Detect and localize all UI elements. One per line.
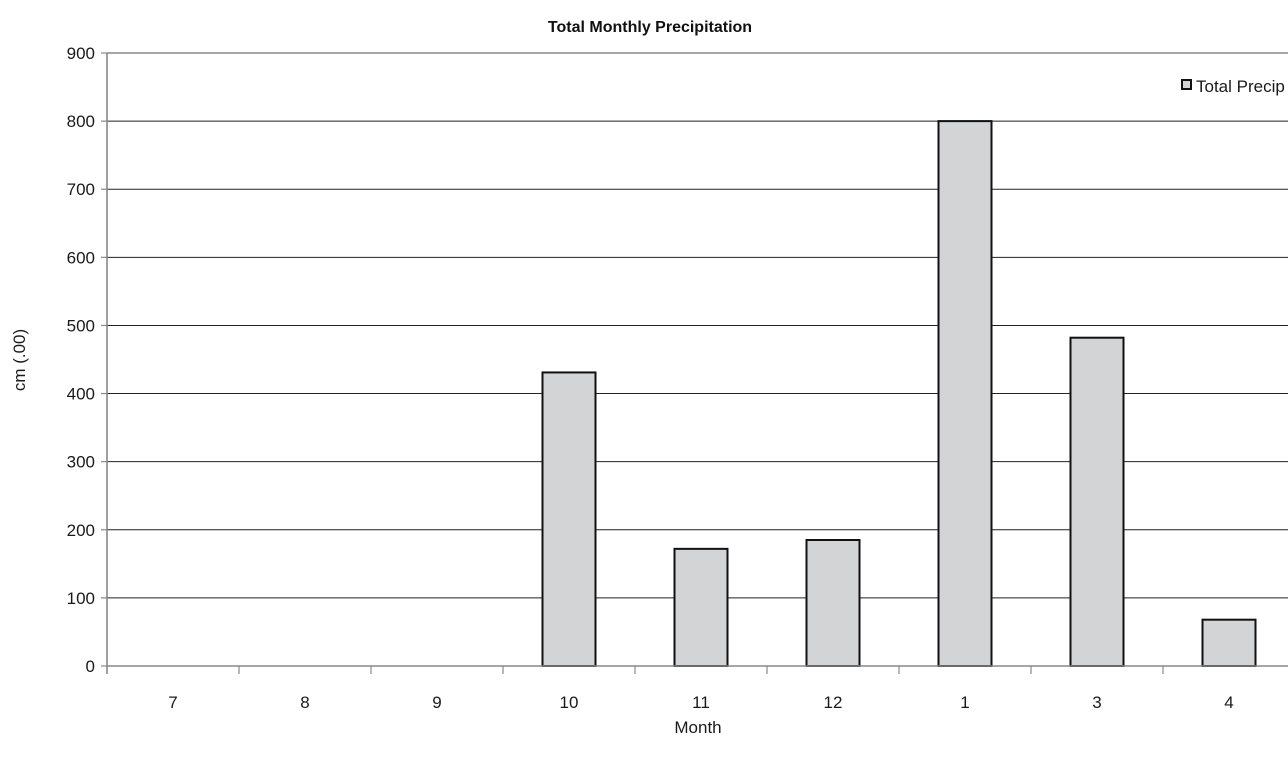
y-tick-label-900: 900 <box>67 44 95 63</box>
bar-4 <box>1201 618 1257 668</box>
x-tick-label-3: 3 <box>1092 693 1101 712</box>
bars <box>541 120 1257 668</box>
legend: Total Precip <box>1181 77 1285 96</box>
x-tick-label-12: 12 <box>824 693 843 712</box>
bar-3 <box>1069 336 1125 667</box>
chart-title: Total Monthly Precipitation <box>548 19 752 36</box>
x-tick-label-11: 11 <box>692 693 710 712</box>
x-tick-label-1: 1 <box>960 693 969 712</box>
x-tick-label-8: 8 <box>300 693 309 712</box>
y-tick-label-700: 700 <box>67 180 95 199</box>
x-tick-label-9: 9 <box>432 693 441 712</box>
y-tick-label-500: 500 <box>67 316 95 335</box>
x-tick-label-4: 4 <box>1224 693 1233 712</box>
y-tick-label-0: 0 <box>86 657 95 676</box>
y-axis-title: cm (.00) <box>10 329 29 391</box>
x-tick-label-10: 10 <box>560 693 579 712</box>
x-tick-label-7: 7 <box>168 693 177 712</box>
y-tick-label-200: 200 <box>67 521 95 540</box>
y-tick-label-100: 100 <box>67 589 95 608</box>
y-tick-label-600: 600 <box>67 248 95 267</box>
bar-12 <box>805 538 861 667</box>
y-tick-label-800: 800 <box>67 112 95 131</box>
bar-10 <box>541 371 597 667</box>
axes <box>101 52 1288 674</box>
bar-11 <box>673 547 729 667</box>
y-tick-label-300: 300 <box>67 453 95 472</box>
bar-1 <box>937 120 993 668</box>
x-axis-title: Month <box>674 718 721 737</box>
legend-swatch <box>1181 79 1192 90</box>
y-tick-label-400: 400 <box>67 385 95 404</box>
gridlines <box>107 52 1288 599</box>
legend-label: Total Precip <box>1196 77 1285 96</box>
